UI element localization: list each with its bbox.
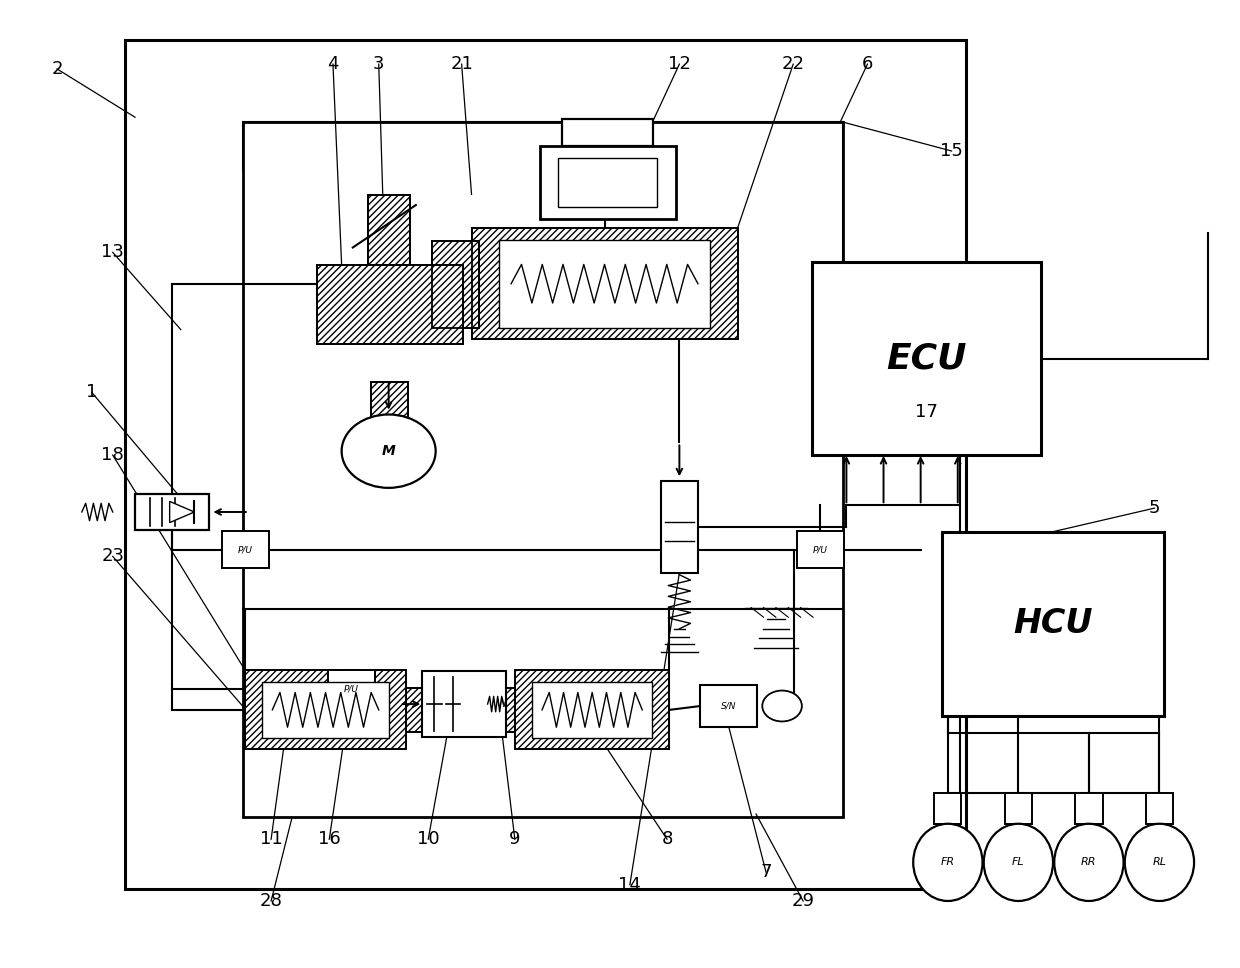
Text: FL: FL xyxy=(1012,858,1024,867)
Bar xyxy=(532,681,652,738)
Bar xyxy=(371,381,408,418)
Bar xyxy=(812,262,1040,455)
Bar xyxy=(367,196,409,265)
Ellipse shape xyxy=(1125,824,1194,901)
Text: 28: 28 xyxy=(259,892,283,910)
Text: 23: 23 xyxy=(102,547,124,565)
Text: 7: 7 xyxy=(760,863,771,881)
Bar xyxy=(515,670,670,749)
Text: W: W xyxy=(496,699,506,710)
Text: P/U: P/U xyxy=(238,545,253,554)
Bar xyxy=(222,531,269,568)
Text: 6: 6 xyxy=(862,55,873,74)
Bar xyxy=(405,687,440,732)
Bar xyxy=(471,228,738,339)
Polygon shape xyxy=(170,501,195,523)
Text: P/U: P/U xyxy=(813,545,828,554)
Text: 8: 8 xyxy=(661,831,673,848)
Text: 5: 5 xyxy=(1148,499,1161,517)
Text: 4: 4 xyxy=(327,55,339,74)
Bar xyxy=(1146,793,1173,824)
Text: 3: 3 xyxy=(373,55,384,74)
Bar xyxy=(1004,793,1032,824)
Text: 22: 22 xyxy=(781,55,805,74)
Text: 9: 9 xyxy=(510,831,521,848)
Bar xyxy=(480,687,515,732)
Bar xyxy=(1075,793,1102,824)
Bar xyxy=(471,228,738,339)
Bar xyxy=(562,119,653,146)
Bar xyxy=(405,687,440,732)
Text: 16: 16 xyxy=(317,831,341,848)
Bar xyxy=(422,671,506,737)
Bar xyxy=(797,531,844,568)
Text: 18: 18 xyxy=(102,446,124,464)
Text: HCU: HCU xyxy=(1013,608,1092,641)
Text: M: M xyxy=(382,444,396,458)
Text: ECU: ECU xyxy=(885,342,966,376)
Text: 13: 13 xyxy=(102,243,124,261)
Bar xyxy=(432,241,479,327)
Text: FR: FR xyxy=(941,858,955,867)
Bar xyxy=(329,670,374,707)
Text: 17: 17 xyxy=(915,403,939,421)
Bar xyxy=(317,265,463,344)
Text: RL: RL xyxy=(1152,858,1167,867)
Bar xyxy=(661,481,698,573)
Text: 12: 12 xyxy=(668,55,691,74)
Bar xyxy=(432,241,479,327)
Bar xyxy=(371,381,408,418)
Bar xyxy=(934,793,961,824)
Bar xyxy=(246,670,405,749)
Bar xyxy=(558,158,657,207)
Bar xyxy=(498,240,711,327)
Text: 1: 1 xyxy=(86,383,98,402)
Bar xyxy=(367,196,409,265)
Circle shape xyxy=(342,414,435,488)
Ellipse shape xyxy=(983,824,1053,901)
Bar xyxy=(941,532,1164,715)
Text: 10: 10 xyxy=(417,831,439,848)
Ellipse shape xyxy=(1054,824,1123,901)
Text: P/U: P/U xyxy=(343,684,360,693)
Text: 11: 11 xyxy=(259,831,283,848)
Text: RR: RR xyxy=(1081,858,1096,867)
Bar xyxy=(246,670,405,749)
Text: 14: 14 xyxy=(619,876,641,893)
Text: 2: 2 xyxy=(51,60,63,78)
Bar xyxy=(515,670,670,749)
Bar xyxy=(539,146,676,219)
Bar xyxy=(125,40,966,890)
Bar xyxy=(135,494,210,530)
Ellipse shape xyxy=(913,824,982,901)
Bar xyxy=(317,265,463,344)
Text: S/N: S/N xyxy=(722,702,737,711)
Text: 21: 21 xyxy=(450,55,474,74)
Text: 15: 15 xyxy=(940,142,963,160)
Bar xyxy=(701,684,758,727)
Text: 29: 29 xyxy=(791,892,815,910)
Bar xyxy=(480,687,515,732)
Circle shape xyxy=(763,690,802,721)
Bar xyxy=(243,122,843,817)
Bar xyxy=(263,681,388,738)
